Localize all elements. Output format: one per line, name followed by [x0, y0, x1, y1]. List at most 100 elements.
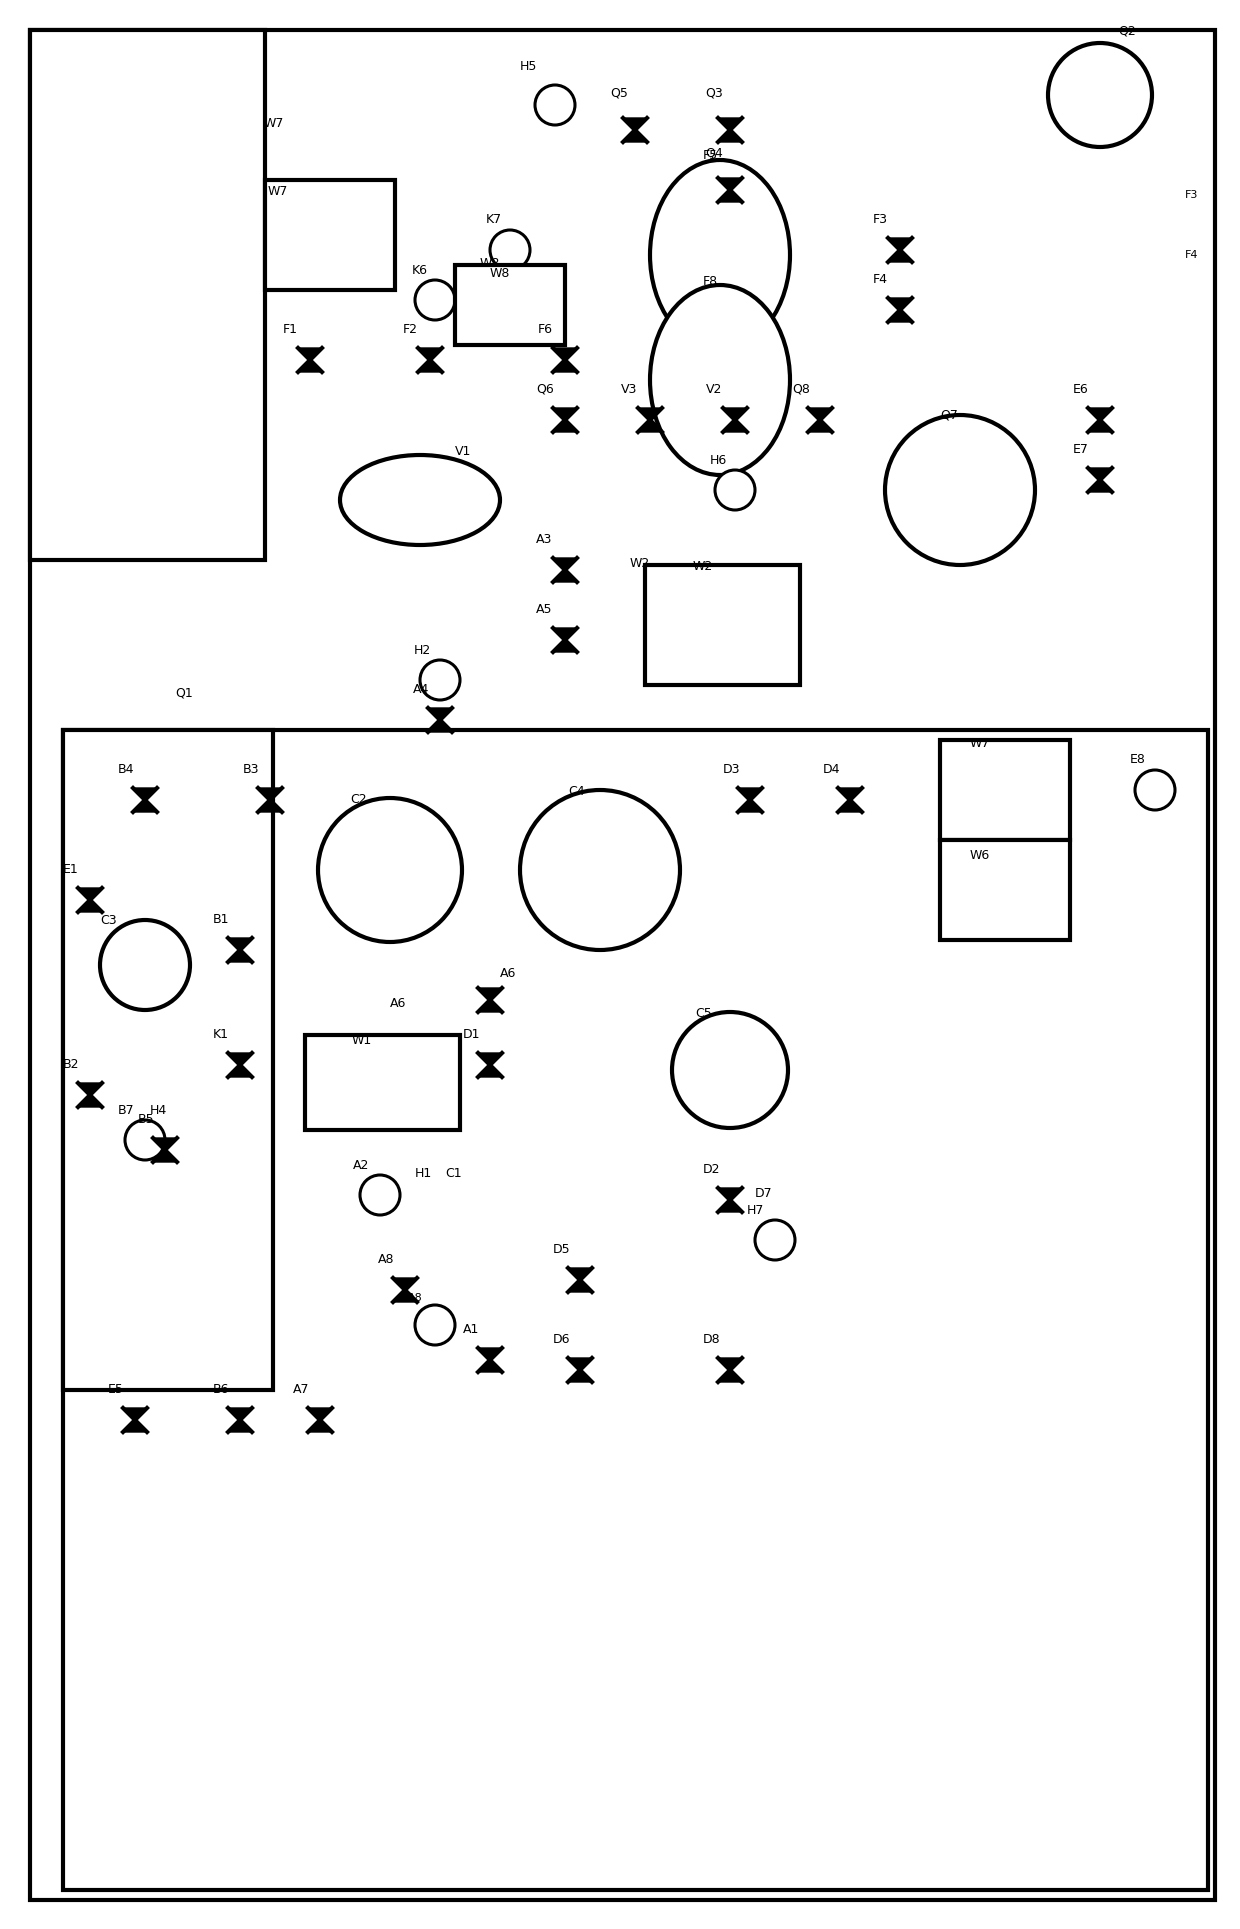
- Text: C1: C1: [445, 1167, 461, 1181]
- Polygon shape: [553, 557, 577, 569]
- Text: H6: H6: [711, 453, 727, 467]
- Bar: [63, 729, 273, 1391]
- Text: V1: V1: [455, 446, 471, 457]
- Text: V2: V2: [706, 384, 723, 395]
- Text: A5: A5: [536, 604, 553, 615]
- Ellipse shape: [650, 285, 790, 475]
- Polygon shape: [888, 251, 911, 262]
- Polygon shape: [133, 789, 157, 801]
- Text: K6: K6: [412, 264, 428, 278]
- Circle shape: [420, 660, 460, 700]
- Text: F3: F3: [1185, 189, 1198, 201]
- Polygon shape: [568, 1358, 591, 1370]
- Polygon shape: [477, 988, 502, 999]
- Polygon shape: [78, 887, 102, 901]
- Bar: [63, 729, 1208, 1890]
- Polygon shape: [639, 409, 662, 421]
- Polygon shape: [718, 118, 742, 129]
- Polygon shape: [153, 1150, 177, 1161]
- Circle shape: [100, 920, 190, 1011]
- Polygon shape: [622, 118, 647, 129]
- Polygon shape: [298, 361, 322, 372]
- Text: D7: D7: [755, 1186, 773, 1200]
- Text: W7: W7: [268, 185, 289, 199]
- Polygon shape: [418, 361, 441, 372]
- Polygon shape: [718, 1188, 742, 1200]
- Polygon shape: [228, 1408, 252, 1420]
- Text: D5: D5: [553, 1242, 570, 1256]
- Text: E5: E5: [108, 1383, 124, 1397]
- Polygon shape: [1087, 469, 1112, 480]
- Text: E6: E6: [1073, 384, 1089, 395]
- Polygon shape: [477, 1053, 502, 1065]
- Polygon shape: [428, 720, 453, 731]
- Circle shape: [125, 1121, 165, 1159]
- Text: W7: W7: [264, 118, 284, 129]
- Text: C3: C3: [100, 914, 117, 928]
- Circle shape: [415, 1306, 455, 1345]
- Circle shape: [1048, 42, 1152, 147]
- Ellipse shape: [340, 455, 500, 546]
- Text: E8: E8: [1130, 752, 1146, 766]
- Polygon shape: [153, 1138, 177, 1150]
- Circle shape: [1135, 770, 1176, 810]
- Bar: [455, 264, 565, 345]
- Polygon shape: [123, 1420, 148, 1431]
- Text: Q8: Q8: [792, 384, 810, 395]
- Text: A7: A7: [293, 1383, 310, 1397]
- Polygon shape: [308, 1408, 332, 1420]
- Text: Q4: Q4: [706, 147, 723, 160]
- Text: A8: A8: [378, 1254, 394, 1265]
- Polygon shape: [228, 1065, 252, 1076]
- Polygon shape: [888, 297, 911, 311]
- Text: K1: K1: [213, 1028, 229, 1042]
- Text: H7: H7: [746, 1204, 764, 1217]
- Text: C5: C5: [694, 1007, 712, 1020]
- Polygon shape: [258, 801, 281, 812]
- Polygon shape: [718, 1370, 742, 1381]
- Polygon shape: [477, 1348, 502, 1360]
- Polygon shape: [133, 801, 157, 812]
- Circle shape: [715, 471, 755, 509]
- Bar: [940, 741, 1070, 839]
- Polygon shape: [228, 1053, 252, 1065]
- Polygon shape: [622, 129, 647, 143]
- Polygon shape: [1087, 480, 1112, 492]
- Text: B5: B5: [138, 1113, 155, 1127]
- Text: Q2: Q2: [1118, 25, 1136, 39]
- Text: V3: V3: [621, 384, 637, 395]
- Text: H2: H2: [414, 644, 432, 658]
- Polygon shape: [838, 801, 862, 812]
- Bar: [645, 565, 800, 685]
- Text: B2: B2: [63, 1057, 79, 1071]
- Polygon shape: [393, 1279, 417, 1291]
- Polygon shape: [418, 347, 441, 361]
- Polygon shape: [477, 1360, 502, 1372]
- Polygon shape: [78, 901, 102, 912]
- Circle shape: [885, 415, 1035, 565]
- Text: F8: F8: [703, 276, 718, 287]
- Polygon shape: [888, 237, 911, 251]
- Text: F2: F2: [403, 322, 418, 336]
- Text: D6: D6: [553, 1333, 570, 1346]
- Text: W2: W2: [630, 557, 650, 569]
- Text: F5: F5: [703, 149, 718, 162]
- Text: A1: A1: [463, 1323, 480, 1337]
- Polygon shape: [738, 789, 763, 801]
- Polygon shape: [553, 347, 577, 361]
- Text: F4: F4: [1185, 251, 1199, 260]
- Polygon shape: [723, 421, 746, 432]
- Polygon shape: [228, 1420, 252, 1431]
- Polygon shape: [718, 1358, 742, 1370]
- Circle shape: [317, 799, 463, 941]
- Polygon shape: [477, 1065, 502, 1076]
- Polygon shape: [228, 949, 252, 963]
- Text: D3: D3: [723, 764, 740, 775]
- Polygon shape: [553, 569, 577, 583]
- Polygon shape: [393, 1291, 417, 1302]
- Polygon shape: [718, 1200, 742, 1211]
- Polygon shape: [308, 1420, 332, 1431]
- Text: C2: C2: [350, 793, 367, 806]
- Text: D2: D2: [703, 1163, 720, 1177]
- Text: A8: A8: [408, 1292, 423, 1302]
